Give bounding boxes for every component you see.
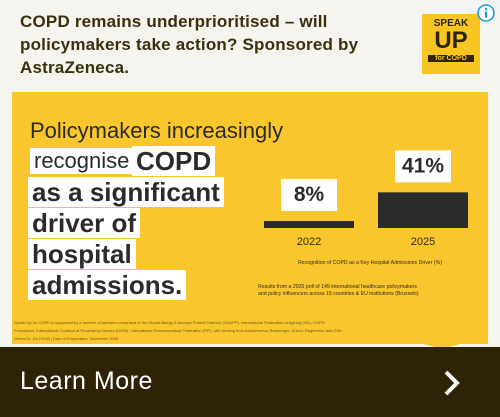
creative-panel[interactable]: Policymakers increasingly recognise COPD… bbox=[12, 92, 488, 344]
value-label: 8% bbox=[294, 183, 325, 206]
speech-tail bbox=[420, 343, 464, 349]
category-label: 2025 bbox=[411, 236, 435, 248]
info-icon[interactable] bbox=[476, 3, 496, 23]
fine-print: Speak Up for COPD is supported by a numb… bbox=[14, 320, 325, 325]
cta-label: Learn More bbox=[20, 367, 153, 395]
cta-button[interactable]: Learn More bbox=[0, 347, 500, 417]
value-label-box bbox=[395, 150, 451, 183]
bar bbox=[378, 192, 468, 228]
headline-emphasis: driver of bbox=[28, 208, 141, 238]
chevron bbox=[444, 370, 460, 396]
chart-note: Results from a 2025 poll of 149 internat… bbox=[258, 284, 419, 297]
logo-text: UP bbox=[434, 27, 468, 54]
value-label: 41% bbox=[402, 154, 444, 177]
ad-title[interactable]: COPD remains underprioritised – will pol… bbox=[20, 12, 359, 77]
headline-text: recognise bbox=[30, 148, 134, 174]
headline-emphasis: admissions. bbox=[28, 270, 187, 300]
fine-print: Foundation, International Coalition of R… bbox=[14, 328, 344, 333]
headline-text: Policymakers increasingly bbox=[30, 118, 284, 143]
headline-emphasis: as a significant bbox=[28, 177, 224, 207]
fine-print: Veeva ID: Z4-74145 | Date of Preparation… bbox=[14, 336, 119, 341]
headline-emphasis: COPD bbox=[132, 146, 216, 176]
chart: 8% 2022 41% 2025 Recognition of COPD as a Ke… bbox=[258, 150, 468, 297]
logo-text: SPEAK bbox=[433, 18, 469, 29]
value-label-box bbox=[281, 179, 337, 212]
chart-caption: Recognition of COPD as a Key Hospital Ad… bbox=[298, 260, 442, 266]
category-label: 2022 bbox=[297, 236, 321, 248]
logo-text: for COPD bbox=[428, 55, 474, 62]
bar bbox=[264, 221, 354, 228]
logo: SPEAK UP for COPD bbox=[422, 14, 480, 74]
headline-emphasis: hospital bbox=[28, 239, 136, 269]
